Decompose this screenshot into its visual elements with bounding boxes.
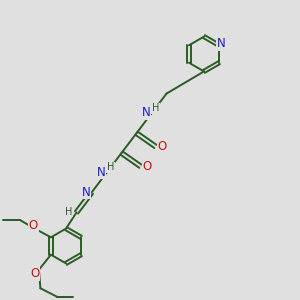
Text: H: H — [107, 162, 114, 172]
Text: N: N — [97, 166, 106, 179]
Text: H: H — [152, 103, 159, 113]
Text: N: N — [82, 185, 91, 199]
Text: O: O — [30, 267, 39, 280]
Text: N: N — [217, 37, 226, 50]
Text: O: O — [28, 219, 38, 232]
Text: N: N — [142, 106, 151, 119]
Text: O: O — [158, 140, 166, 154]
Text: H: H — [65, 207, 72, 217]
Text: O: O — [142, 160, 152, 173]
